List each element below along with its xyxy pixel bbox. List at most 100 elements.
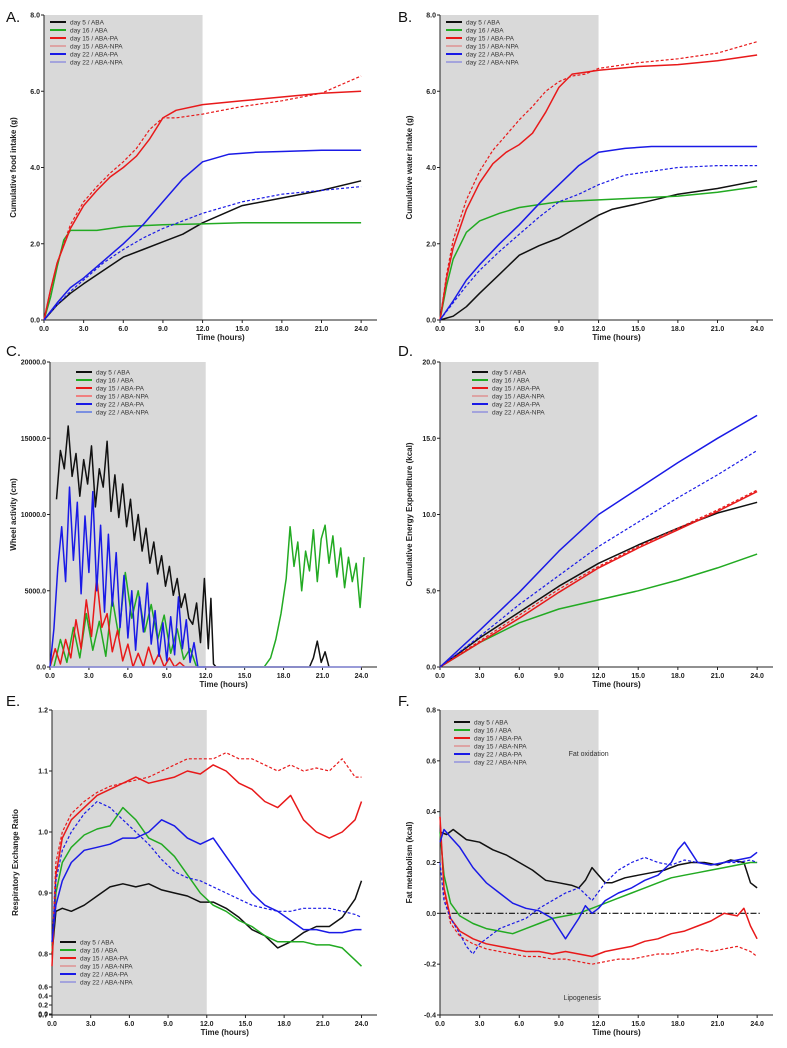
x-axis-label: Time (hours) xyxy=(201,1028,250,1037)
legend-entry: day 15 / ABA-PA xyxy=(466,35,515,42)
series-line-day-15-aba-npa xyxy=(51,752,362,955)
panel-label: C. xyxy=(6,343,21,360)
y-tick-label: 2.0 xyxy=(30,241,40,248)
series-line-day-5-aba xyxy=(439,828,758,889)
legend-entry: day 22 / ABA-NPA xyxy=(466,59,519,66)
y-tick-label: 8.0 xyxy=(30,13,40,20)
x-tick-label: 0.0 xyxy=(435,1021,445,1028)
legend-entry: day 16 / ABA xyxy=(474,727,512,734)
y-tick-label: 2.0 xyxy=(426,241,436,248)
x-tick-label: 12.0 xyxy=(592,673,606,680)
y-tick-label: 20000.0 xyxy=(21,360,46,367)
x-tick-label: 18.0 xyxy=(277,1021,291,1028)
legend-entry: day 15 / ABA-PA xyxy=(70,35,119,42)
y-tick-label: 0.0 xyxy=(30,318,40,325)
legend-entry: day 22 / ABA-NPA xyxy=(70,59,123,66)
x-tick-label: 15.0 xyxy=(631,1021,645,1028)
panel-2: 0.0 3.0 6.0 9.0 12.0 15.0 18.0 21.0 24.0 0.0 2.0 4.… xyxy=(398,9,773,342)
y-axis-label: Fat metabolism (kcal) xyxy=(405,821,414,903)
y-tick-label: 20.0 xyxy=(422,360,436,367)
x-tick-label: 21.0 xyxy=(316,1021,330,1028)
y-tick-label: 5.0 xyxy=(426,588,436,595)
x-tick-label: 24.0 xyxy=(750,1021,764,1028)
y-tick-label: 0.0 xyxy=(426,318,436,325)
series-line-day-15-aba-npa xyxy=(439,816,758,965)
x-tick-label: 18.0 xyxy=(275,326,289,333)
series-line-day-5-aba xyxy=(51,880,363,955)
x-tick-label: 21.0 xyxy=(711,326,725,333)
y-tick-label: 0.6 xyxy=(426,758,436,765)
panel-label: B. xyxy=(398,9,412,26)
y-axis-label: Cumulative food intake (g) xyxy=(9,117,18,218)
series-line-day-22-aba-npa xyxy=(51,800,362,942)
y-tick-label: 8.0 xyxy=(426,13,436,20)
y-tick-label: 1.0 xyxy=(38,830,48,837)
legend-entry: day 15 / ABA-NPA xyxy=(492,393,545,400)
series-line-day-22-aba-npa xyxy=(439,856,758,955)
annotation-lipogenesis: Lipogenesis xyxy=(564,995,602,1002)
y-tick-label: 1.2 xyxy=(38,708,48,715)
x-tick-label: 3.0 xyxy=(475,1021,485,1028)
legend-entry: day 15 / ABA-NPA xyxy=(70,43,123,50)
y-axis-label: Cumulative Energy Expenditure (kcal) xyxy=(405,442,414,586)
series-line-day-15-aba-pa xyxy=(439,490,758,668)
x-tick-label: 12.0 xyxy=(196,326,210,333)
y-tick-label: 1.1 xyxy=(38,769,48,776)
legend-entry: day 22 / ABA-PA xyxy=(474,751,523,758)
y-tick-label: 10.0 xyxy=(422,512,436,519)
y-tick-label: 0.4 xyxy=(426,809,436,816)
x-tick-label: 6.0 xyxy=(118,326,128,333)
y-tick-label: 0.6 xyxy=(38,985,48,992)
x-tick-label: 12.0 xyxy=(200,1021,214,1028)
x-tick-label: 21.0 xyxy=(315,326,329,333)
y-tick-label: 0.0 xyxy=(426,665,436,672)
dark-phase-shading xyxy=(52,710,207,1015)
legend-entry: day 16 / ABA xyxy=(466,27,504,34)
x-axis-label: Time (hours) xyxy=(592,1028,641,1037)
series-line-day-22-aba-pa xyxy=(439,145,758,321)
legend-entry: day 5 / ABA xyxy=(492,369,527,376)
series-line-day-15-aba-npa xyxy=(439,489,758,668)
legend-entry: day 5 / ABA xyxy=(70,19,105,26)
y-tick-label: 0.4 xyxy=(38,994,48,1001)
y-tick-label: 5000.0 xyxy=(25,588,47,595)
x-tick-label: 3.0 xyxy=(475,326,485,333)
y-tick-label: 0.2 xyxy=(38,1003,48,1010)
legend-entry: day 5 / ABA xyxy=(96,369,131,376)
x-tick-label: 0.0 xyxy=(47,1021,57,1028)
series-line-day-5-aba xyxy=(55,425,330,668)
x-tick-label: 15.0 xyxy=(239,1021,253,1028)
series-line-day-15-aba-npa xyxy=(43,75,362,321)
y-axis-label: Respiratory Exchange Ratio xyxy=(11,809,20,916)
x-tick-label: 3.0 xyxy=(475,673,485,680)
x-tick-label: 3.0 xyxy=(79,326,89,333)
x-tick-label: 12.0 xyxy=(592,326,606,333)
x-tick-label: 15.0 xyxy=(235,326,249,333)
legend-entry: day 16 / ABA xyxy=(96,377,134,384)
y-tick-label: 0.9 xyxy=(38,891,48,898)
y-tick-label: 0.0 xyxy=(426,911,436,918)
y-tick-label: 4.0 xyxy=(426,165,436,172)
x-tick-label: 15.0 xyxy=(631,673,645,680)
y-tick-label: 6.0 xyxy=(30,89,40,96)
x-tick-label: 24.0 xyxy=(750,673,764,680)
legend-entry: day 15 / ABA-PA xyxy=(474,735,523,742)
x-tick-label: 9.0 xyxy=(162,673,172,680)
legend-entry: day 15 / ABA-NPA xyxy=(474,743,527,750)
legend-entry: day 22 / ABA-PA xyxy=(492,401,541,408)
x-tick-label: 18.0 xyxy=(671,326,685,333)
y-axis-label: Cumulative water intake (g) xyxy=(405,115,414,219)
y-tick-label: 6.0 xyxy=(426,89,436,96)
legend-entry: day 5 / ABA xyxy=(466,19,501,26)
x-tick-label: 6.0 xyxy=(514,1021,524,1028)
legend-entry: day 22 / ABA-NPA xyxy=(492,409,545,416)
x-axis-label: Time (hours) xyxy=(200,680,249,689)
legend-entry: day 22 / ABA-NPA xyxy=(80,979,133,986)
legend-entry: day 15 / ABA-PA xyxy=(96,385,145,392)
panel-5: 0.0 3.0 6.0 9.0 12.0 15.0 18.0 21.0 24.0 0.7 0.8 0.… xyxy=(6,693,377,1037)
panel-3: 0.0 3.0 6.0 9.0 12.0 15.0 18.0 21.0 24.0 0.0 5000.… xyxy=(6,343,377,689)
